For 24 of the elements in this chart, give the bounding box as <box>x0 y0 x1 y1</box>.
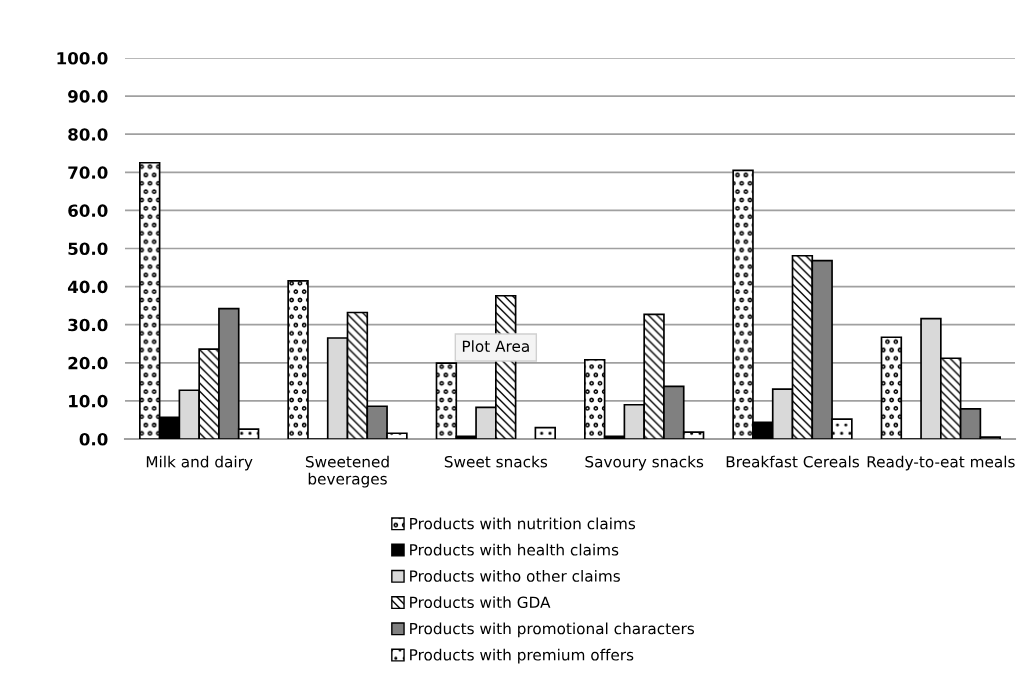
y-tick-label: 100.0 <box>57 51 108 65</box>
legend-label: Products with health claims <box>410 543 619 556</box>
y-tick-label: 90.0 <box>68 90 108 103</box>
legend-label: Products with GDA <box>410 596 551 609</box>
y-tick-label: 80.0 <box>68 128 108 141</box>
y-tick-label: 20.0 <box>68 356 108 370</box>
x-tick-label: Breakfast Cereals <box>726 455 860 468</box>
y-tick-label: 60.0 <box>68 204 108 217</box>
legend-label: Products witho other claims <box>410 570 620 582</box>
x-tick-label: Ready-to-eat meals <box>867 455 1015 471</box>
y-tick-label: 0.0 <box>79 432 108 446</box>
legend-label: Products with nutrition claims <box>410 517 636 530</box>
x-tick-label: Sweetened beverages <box>305 455 389 488</box>
annotation: Plot Area <box>462 340 529 352</box>
x-tick-label: Savoury snacks <box>585 455 704 471</box>
legend-label: Products with promotional characters <box>410 622 695 638</box>
y-tick-label: 30.0 <box>68 318 108 332</box>
legend-label: Products with premium offers <box>410 648 634 664</box>
x-tick-label: Milk and dairy <box>146 455 253 471</box>
y-tick-label: 40.0 <box>67 280 108 294</box>
y-tick-label: 10.0 <box>69 394 108 408</box>
x-tick-label: Sweet snacks <box>444 455 548 468</box>
y-tick-label: 70.0 <box>68 166 108 179</box>
y-tick-label: 50.0 <box>68 242 108 256</box>
